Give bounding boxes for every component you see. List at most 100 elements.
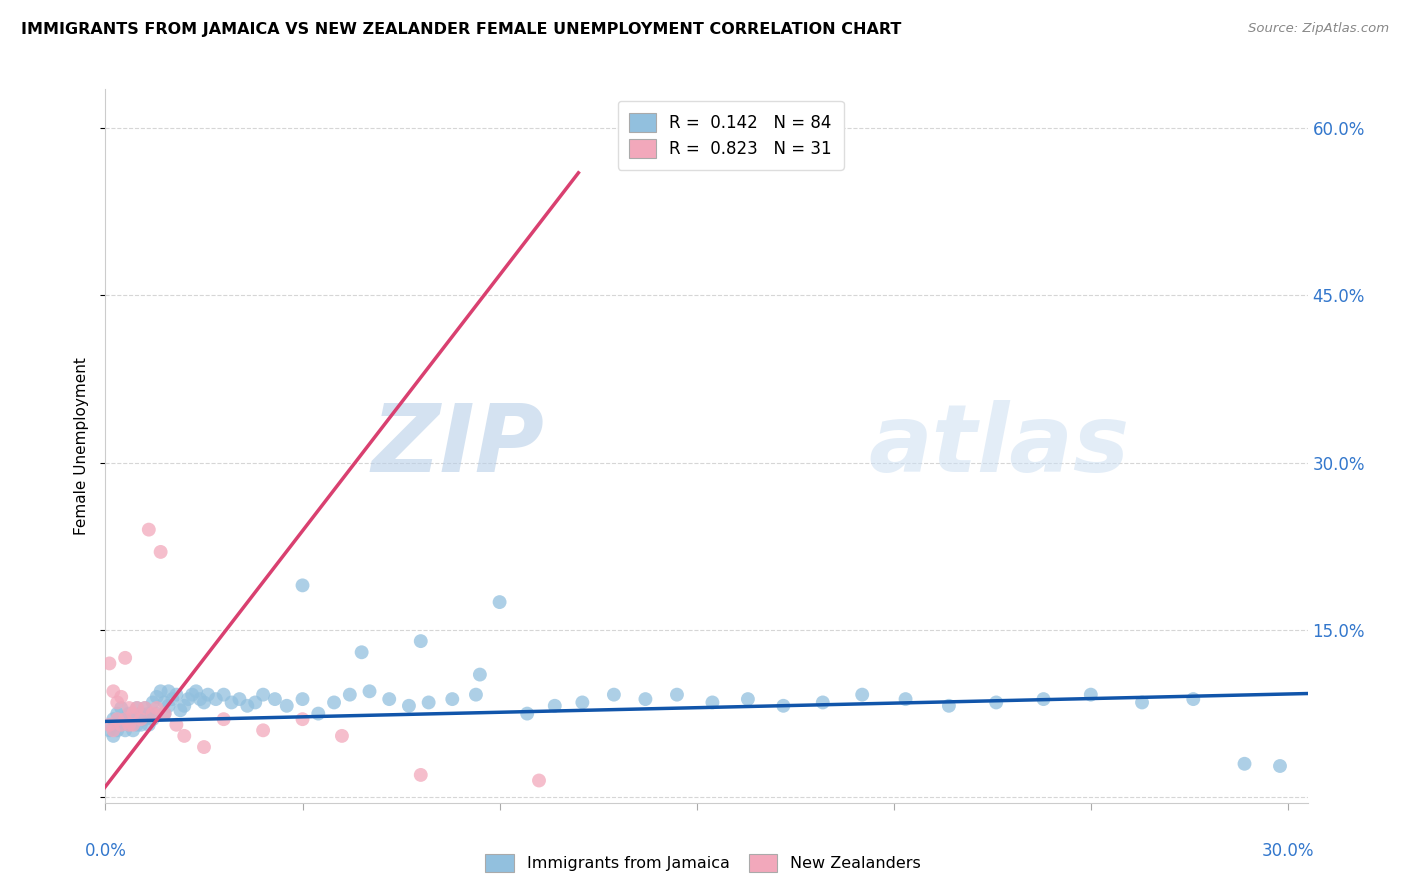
Point xyxy=(1182,692,1205,706)
Point xyxy=(118,706,141,721)
Point xyxy=(339,688,361,702)
Point xyxy=(488,595,510,609)
Point xyxy=(468,667,491,681)
Point xyxy=(252,688,274,702)
Point xyxy=(359,684,381,698)
Point xyxy=(398,698,420,713)
Point xyxy=(145,690,167,704)
Point xyxy=(1032,692,1054,706)
Point xyxy=(323,696,346,710)
Point xyxy=(142,706,165,721)
Point xyxy=(193,740,215,755)
Point xyxy=(114,651,136,665)
Point xyxy=(129,717,152,731)
Point xyxy=(138,706,160,721)
Point xyxy=(165,688,187,702)
Point xyxy=(986,696,1008,710)
Point xyxy=(145,701,167,715)
Point xyxy=(236,698,259,713)
Point xyxy=(98,657,121,671)
Point xyxy=(169,703,191,717)
Legend: R =  0.142   N = 84, R =  0.823   N = 31: R = 0.142 N = 84, R = 0.823 N = 31 xyxy=(617,101,844,169)
Point xyxy=(134,712,156,726)
Point xyxy=(307,706,329,721)
Text: 30.0%: 30.0% xyxy=(1261,842,1315,860)
Point xyxy=(122,706,145,721)
Point xyxy=(129,712,152,726)
Point xyxy=(110,690,132,704)
Point xyxy=(110,701,132,715)
Legend: Immigrants from Jamaica, New Zealanders: Immigrants from Jamaica, New Zealanders xyxy=(477,847,929,880)
Point xyxy=(118,717,141,731)
Point xyxy=(252,723,274,738)
Point xyxy=(188,692,211,706)
Point xyxy=(603,688,626,702)
Text: IMMIGRANTS FROM JAMAICA VS NEW ZEALANDER FEMALE UNEMPLOYMENT CORRELATION CHART: IMMIGRANTS FROM JAMAICA VS NEW ZEALANDER… xyxy=(21,22,901,37)
Text: 0.0%: 0.0% xyxy=(84,842,127,860)
Point xyxy=(103,684,125,698)
Y-axis label: Female Unemployment: Female Unemployment xyxy=(75,357,90,535)
Point xyxy=(378,692,401,706)
Point xyxy=(110,717,132,731)
Point xyxy=(149,684,172,698)
Point xyxy=(138,523,160,537)
Point xyxy=(527,773,550,788)
Text: Source: ZipAtlas.com: Source: ZipAtlas.com xyxy=(1249,22,1389,36)
Point xyxy=(134,701,156,715)
Point xyxy=(103,712,125,726)
Point xyxy=(145,706,167,721)
Point xyxy=(153,696,176,710)
Point xyxy=(772,698,794,713)
Point xyxy=(118,701,141,715)
Point xyxy=(1268,759,1291,773)
Point xyxy=(184,684,207,698)
Point xyxy=(291,578,314,592)
Point xyxy=(418,696,440,710)
Point xyxy=(264,692,287,706)
Point xyxy=(105,696,128,710)
Point xyxy=(157,698,180,713)
Point xyxy=(1130,696,1153,710)
Point xyxy=(125,717,148,731)
Point xyxy=(291,692,314,706)
Point xyxy=(409,634,432,648)
Point xyxy=(245,696,267,710)
Point xyxy=(1080,688,1102,702)
Text: ZIP: ZIP xyxy=(371,400,544,492)
Point xyxy=(330,729,353,743)
Point xyxy=(228,692,250,706)
Point xyxy=(212,712,235,726)
Point xyxy=(98,717,121,731)
Point xyxy=(544,698,567,713)
Point xyxy=(212,688,235,702)
Point xyxy=(894,692,917,706)
Point xyxy=(197,688,219,702)
Point xyxy=(134,701,156,715)
Point xyxy=(291,712,314,726)
Text: atlas: atlas xyxy=(869,400,1130,492)
Point xyxy=(165,717,187,731)
Point xyxy=(516,706,538,721)
Point xyxy=(114,712,136,726)
Point xyxy=(114,723,136,738)
Point xyxy=(122,723,145,738)
Point xyxy=(114,712,136,726)
Point xyxy=(204,692,226,706)
Point xyxy=(98,723,121,738)
Point xyxy=(851,688,873,702)
Point xyxy=(129,706,152,721)
Point xyxy=(118,717,141,731)
Point xyxy=(153,706,176,721)
Point xyxy=(125,701,148,715)
Point xyxy=(276,698,298,713)
Point xyxy=(103,729,125,743)
Point xyxy=(138,717,160,731)
Point xyxy=(409,768,432,782)
Point xyxy=(157,684,180,698)
Point xyxy=(465,688,488,702)
Point xyxy=(665,688,688,702)
Point xyxy=(702,696,724,710)
Point xyxy=(350,645,373,659)
Point xyxy=(221,696,243,710)
Point xyxy=(737,692,759,706)
